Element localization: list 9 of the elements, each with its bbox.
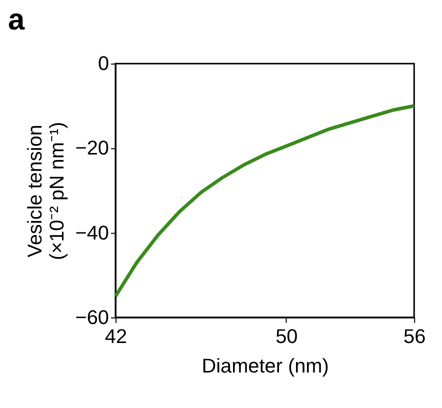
x-tick-label: 50 — [276, 326, 298, 348]
y-tick-label: 0 — [98, 53, 110, 76]
x-axis-title: Diameter (nm) — [202, 356, 329, 378]
text: a — [8, 4, 25, 37]
y-axis-title: Vesicle tension (×10⁻² pN nm⁻¹) — [24, 122, 68, 260]
x-tick-label: 56 — [404, 326, 426, 348]
line-series — [114, 104, 416, 298]
y-tick-label: −20 — [75, 138, 110, 160]
y-tick-label: −40 — [75, 222, 110, 244]
